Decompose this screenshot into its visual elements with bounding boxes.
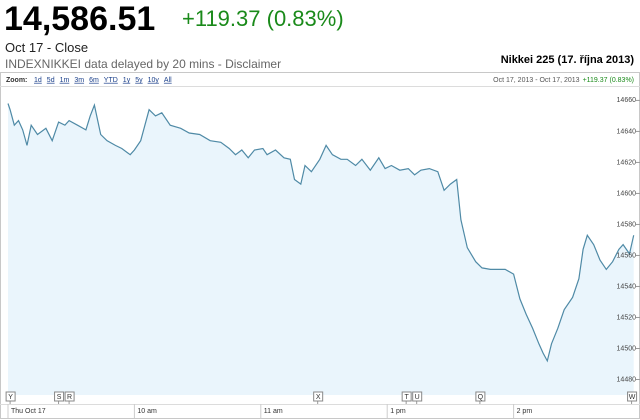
event-flag-label[interactable]: X [316, 394, 321, 401]
x-tick-label: 2 pm [517, 408, 533, 415]
zoom-option[interactable]: 5y [135, 77, 143, 84]
event-flag-label[interactable]: Y [8, 394, 13, 401]
y-tick-label: 14480 [617, 376, 637, 383]
event-flag-label[interactable]: Q [478, 394, 484, 401]
y-tick-label: 14640 [617, 128, 637, 135]
event-flag[interactable] [64, 391, 75, 402]
zoom-option[interactable]: 6m [89, 77, 99, 84]
x-tick-label: 1 pm [390, 408, 406, 415]
source-note[interactable]: INDEXNIKKEI data delayed by 20 mins - Di… [5, 57, 282, 71]
y-tick-label: 14620 [617, 159, 637, 166]
event-flag[interactable] [627, 391, 638, 402]
zoom-option[interactable]: YTD [104, 77, 118, 84]
zoom-option[interactable]: 5d [47, 77, 55, 84]
event-flag-label[interactable]: R [67, 394, 72, 401]
y-tick-label: 14540 [617, 283, 637, 290]
y-tick-label: 14520 [617, 314, 637, 321]
event-flag-label[interactable]: T [405, 394, 410, 401]
event-flag[interactable] [475, 391, 486, 402]
event-flag[interactable] [5, 391, 16, 402]
y-tick-label: 14560 [617, 252, 637, 259]
price-change: +119.37 (0.83%) [182, 6, 344, 31]
range-change: +119.37 (0.83%) [583, 77, 634, 84]
y-tick-label: 14660 [617, 97, 637, 104]
y-tick-label: 14500 [617, 345, 637, 352]
event-flag[interactable] [401, 391, 412, 402]
zoom-option[interactable]: All [164, 77, 172, 84]
zoom-option[interactable]: 1m [60, 77, 70, 84]
price-line [7, 103, 635, 363]
y-tick-label: 14600 [617, 190, 637, 197]
event-flag[interactable] [412, 391, 423, 402]
area [8, 103, 634, 395]
price: 14,586.51 [4, 0, 156, 38]
zoom-label: Zoom: [6, 77, 27, 84]
zoom-option[interactable]: 3m [74, 77, 84, 84]
chart-title: Nikkei 225 (17. října 2013) [500, 54, 634, 66]
date: Oct 17 - Close [5, 40, 89, 55]
event-flag[interactable] [54, 391, 65, 402]
y-tick-label: 14580 [617, 221, 637, 228]
zoom-option[interactable]: 1y [123, 77, 131, 84]
event-flag[interactable] [313, 391, 324, 402]
zoom-option[interactable]: 1d [34, 77, 42, 84]
event-flag-label[interactable]: S [57, 394, 62, 401]
date-range: Oct 17, 2013 - Oct 17, 2013 [493, 77, 579, 84]
event-flag-label[interactable]: U [415, 394, 420, 401]
event-flag-label[interactable]: W [629, 394, 636, 401]
x-tick-label: Thu Oct 17 [11, 408, 46, 415]
zoom-option[interactable]: 10y [148, 77, 160, 84]
x-tick-label: 10 am [137, 408, 157, 415]
x-tick-label: 11 am [264, 408, 283, 415]
